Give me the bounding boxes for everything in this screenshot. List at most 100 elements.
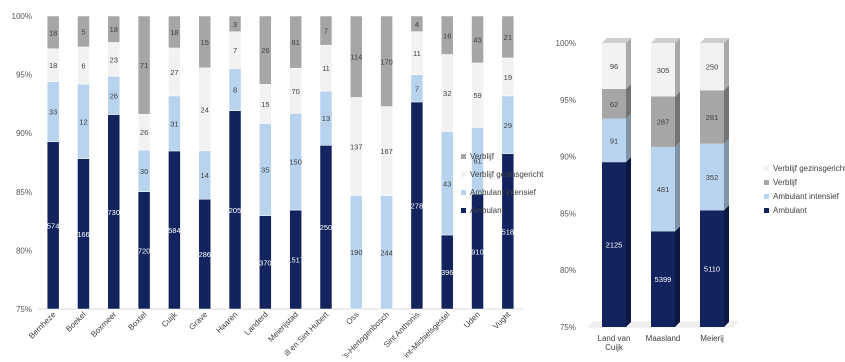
- data-label: 35: [261, 166, 269, 175]
- data-label: 250: [706, 63, 719, 72]
- bar-side-ambulant: [626, 157, 631, 327]
- bar-segment-verblijf: [107, 15, 121, 43]
- legend-label: Ambulant: [470, 206, 505, 215]
- data-label: 70: [291, 87, 299, 96]
- legend-swatch: [764, 208, 769, 213]
- y-tick-label: 100%: [12, 12, 32, 21]
- data-label: 250: [320, 223, 333, 232]
- data-label: 91: [610, 136, 618, 145]
- bar-segment-ambulant: [700, 210, 724, 327]
- data-label: 26: [110, 91, 118, 100]
- data-label: 305: [657, 66, 670, 75]
- data-label: 5110: [704, 265, 720, 274]
- bar-segment-verblijf: [602, 88, 626, 119]
- x-category-label: Maasland: [646, 334, 681, 343]
- data-label: 21: [504, 33, 512, 42]
- bar-segment-verblijf-gezinsgericht: [602, 43, 626, 89]
- data-label: 31: [170, 119, 178, 128]
- bar-top: [651, 38, 680, 43]
- data-label: 481: [657, 185, 670, 194]
- data-label: 12: [79, 117, 87, 126]
- data-label: 150: [289, 158, 302, 167]
- bar-segment-ambulant-intensief: [700, 143, 724, 211]
- data-label: 5399: [655, 275, 672, 284]
- data-label: 30: [140, 167, 148, 176]
- legend-swatch: [764, 194, 769, 199]
- data-label: 81: [291, 38, 299, 47]
- legend-swatch: [764, 166, 769, 171]
- data-label: 18: [49, 28, 57, 37]
- bar-segment-verblijf: [198, 15, 211, 69]
- legend-swatch: [764, 180, 769, 185]
- bar-segment-ambulant-intensief: [651, 146, 675, 232]
- y-tick-label: 90%: [16, 129, 32, 138]
- legend-label: Ambulant intensief: [773, 192, 840, 201]
- data-label: 574: [47, 221, 60, 230]
- data-label: 730: [108, 208, 121, 217]
- bar-segment-verblijf: [137, 15, 151, 115]
- y-tick-label: 95%: [16, 71, 32, 80]
- data-label: 13: [322, 114, 330, 123]
- bar-segment-verblijf: [700, 90, 724, 144]
- data-label: 287: [657, 118, 670, 127]
- data-label: 61: [473, 157, 481, 166]
- data-label: 166: [77, 230, 90, 239]
- legend-label: Ambulant intensief: [470, 188, 537, 197]
- data-label: 584: [168, 226, 181, 235]
- data-label: 8: [233, 86, 237, 95]
- data-label: 518: [502, 227, 515, 236]
- data-label: 4: [415, 20, 419, 29]
- bar-segment-verblijf: [259, 15, 272, 85]
- x-category-label: Meierij: [700, 334, 724, 343]
- data-label: 352: [706, 173, 719, 182]
- data-label: 720: [138, 246, 151, 255]
- bar-segment-verblijf: [289, 15, 302, 69]
- data-label: 7: [415, 84, 419, 93]
- data-label: 137: [350, 142, 363, 151]
- data-label: 170: [380, 57, 393, 66]
- legend-swatch: [461, 154, 466, 159]
- bar-side-verblijf-gezinsgericht: [724, 38, 729, 91]
- bar-side-verblijf-gezinsgericht: [626, 38, 631, 89]
- legend-swatch: [461, 172, 466, 177]
- legend-label: Verblijf gezinsgericht: [773, 164, 845, 173]
- bar-side-verblijf: [675, 91, 680, 147]
- bar-segment-verblijf: [350, 15, 363, 98]
- bar-side-ambulant: [724, 205, 729, 327]
- data-label: 205: [229, 206, 242, 215]
- bar-segment-verblijf-gezinsgericht: [700, 43, 724, 91]
- data-label: 114: [350, 53, 362, 62]
- data-label: 11: [322, 64, 330, 73]
- data-label: 18: [110, 25, 118, 34]
- y-tick-label: 100%: [556, 39, 576, 48]
- y-tick-label: 80%: [560, 266, 576, 275]
- data-label: 27: [170, 68, 178, 77]
- legend-label: Verblijf gezinsgericht: [470, 170, 544, 179]
- bar-segment-verblijf: [471, 15, 484, 64]
- data-label: 396: [441, 268, 454, 277]
- bar-side-ambulant-intensief: [724, 138, 729, 211]
- data-label: 910: [471, 248, 484, 257]
- bar-segment-verblijf: [501, 15, 515, 59]
- data-label: 26: [261, 46, 269, 55]
- bar-segment-verblijf: [168, 15, 181, 49]
- y-tick-label: 85%: [16, 188, 32, 197]
- data-label: 167: [380, 147, 393, 156]
- data-label: 23: [110, 55, 118, 64]
- bar-side-ambulant-intensief: [675, 141, 680, 232]
- bar-segment-verblijf: [440, 15, 454, 55]
- data-label: 370: [259, 258, 272, 267]
- bar-side-verblijf-gezinsgericht: [675, 38, 680, 97]
- bar-segment-verblijf: [410, 15, 424, 32]
- data-label: 3: [233, 20, 237, 29]
- bar-segment-ambulant: [651, 231, 675, 327]
- data-label: 244: [380, 248, 393, 257]
- bar-segment-ambulant-intensief: [602, 118, 626, 163]
- y-tick-label: 85%: [560, 209, 576, 218]
- data-label: 18: [170, 28, 178, 37]
- data-label: 5: [81, 28, 85, 37]
- bar-side-verblijf: [724, 85, 729, 144]
- bar-segment-verblijf: [46, 15, 60, 50]
